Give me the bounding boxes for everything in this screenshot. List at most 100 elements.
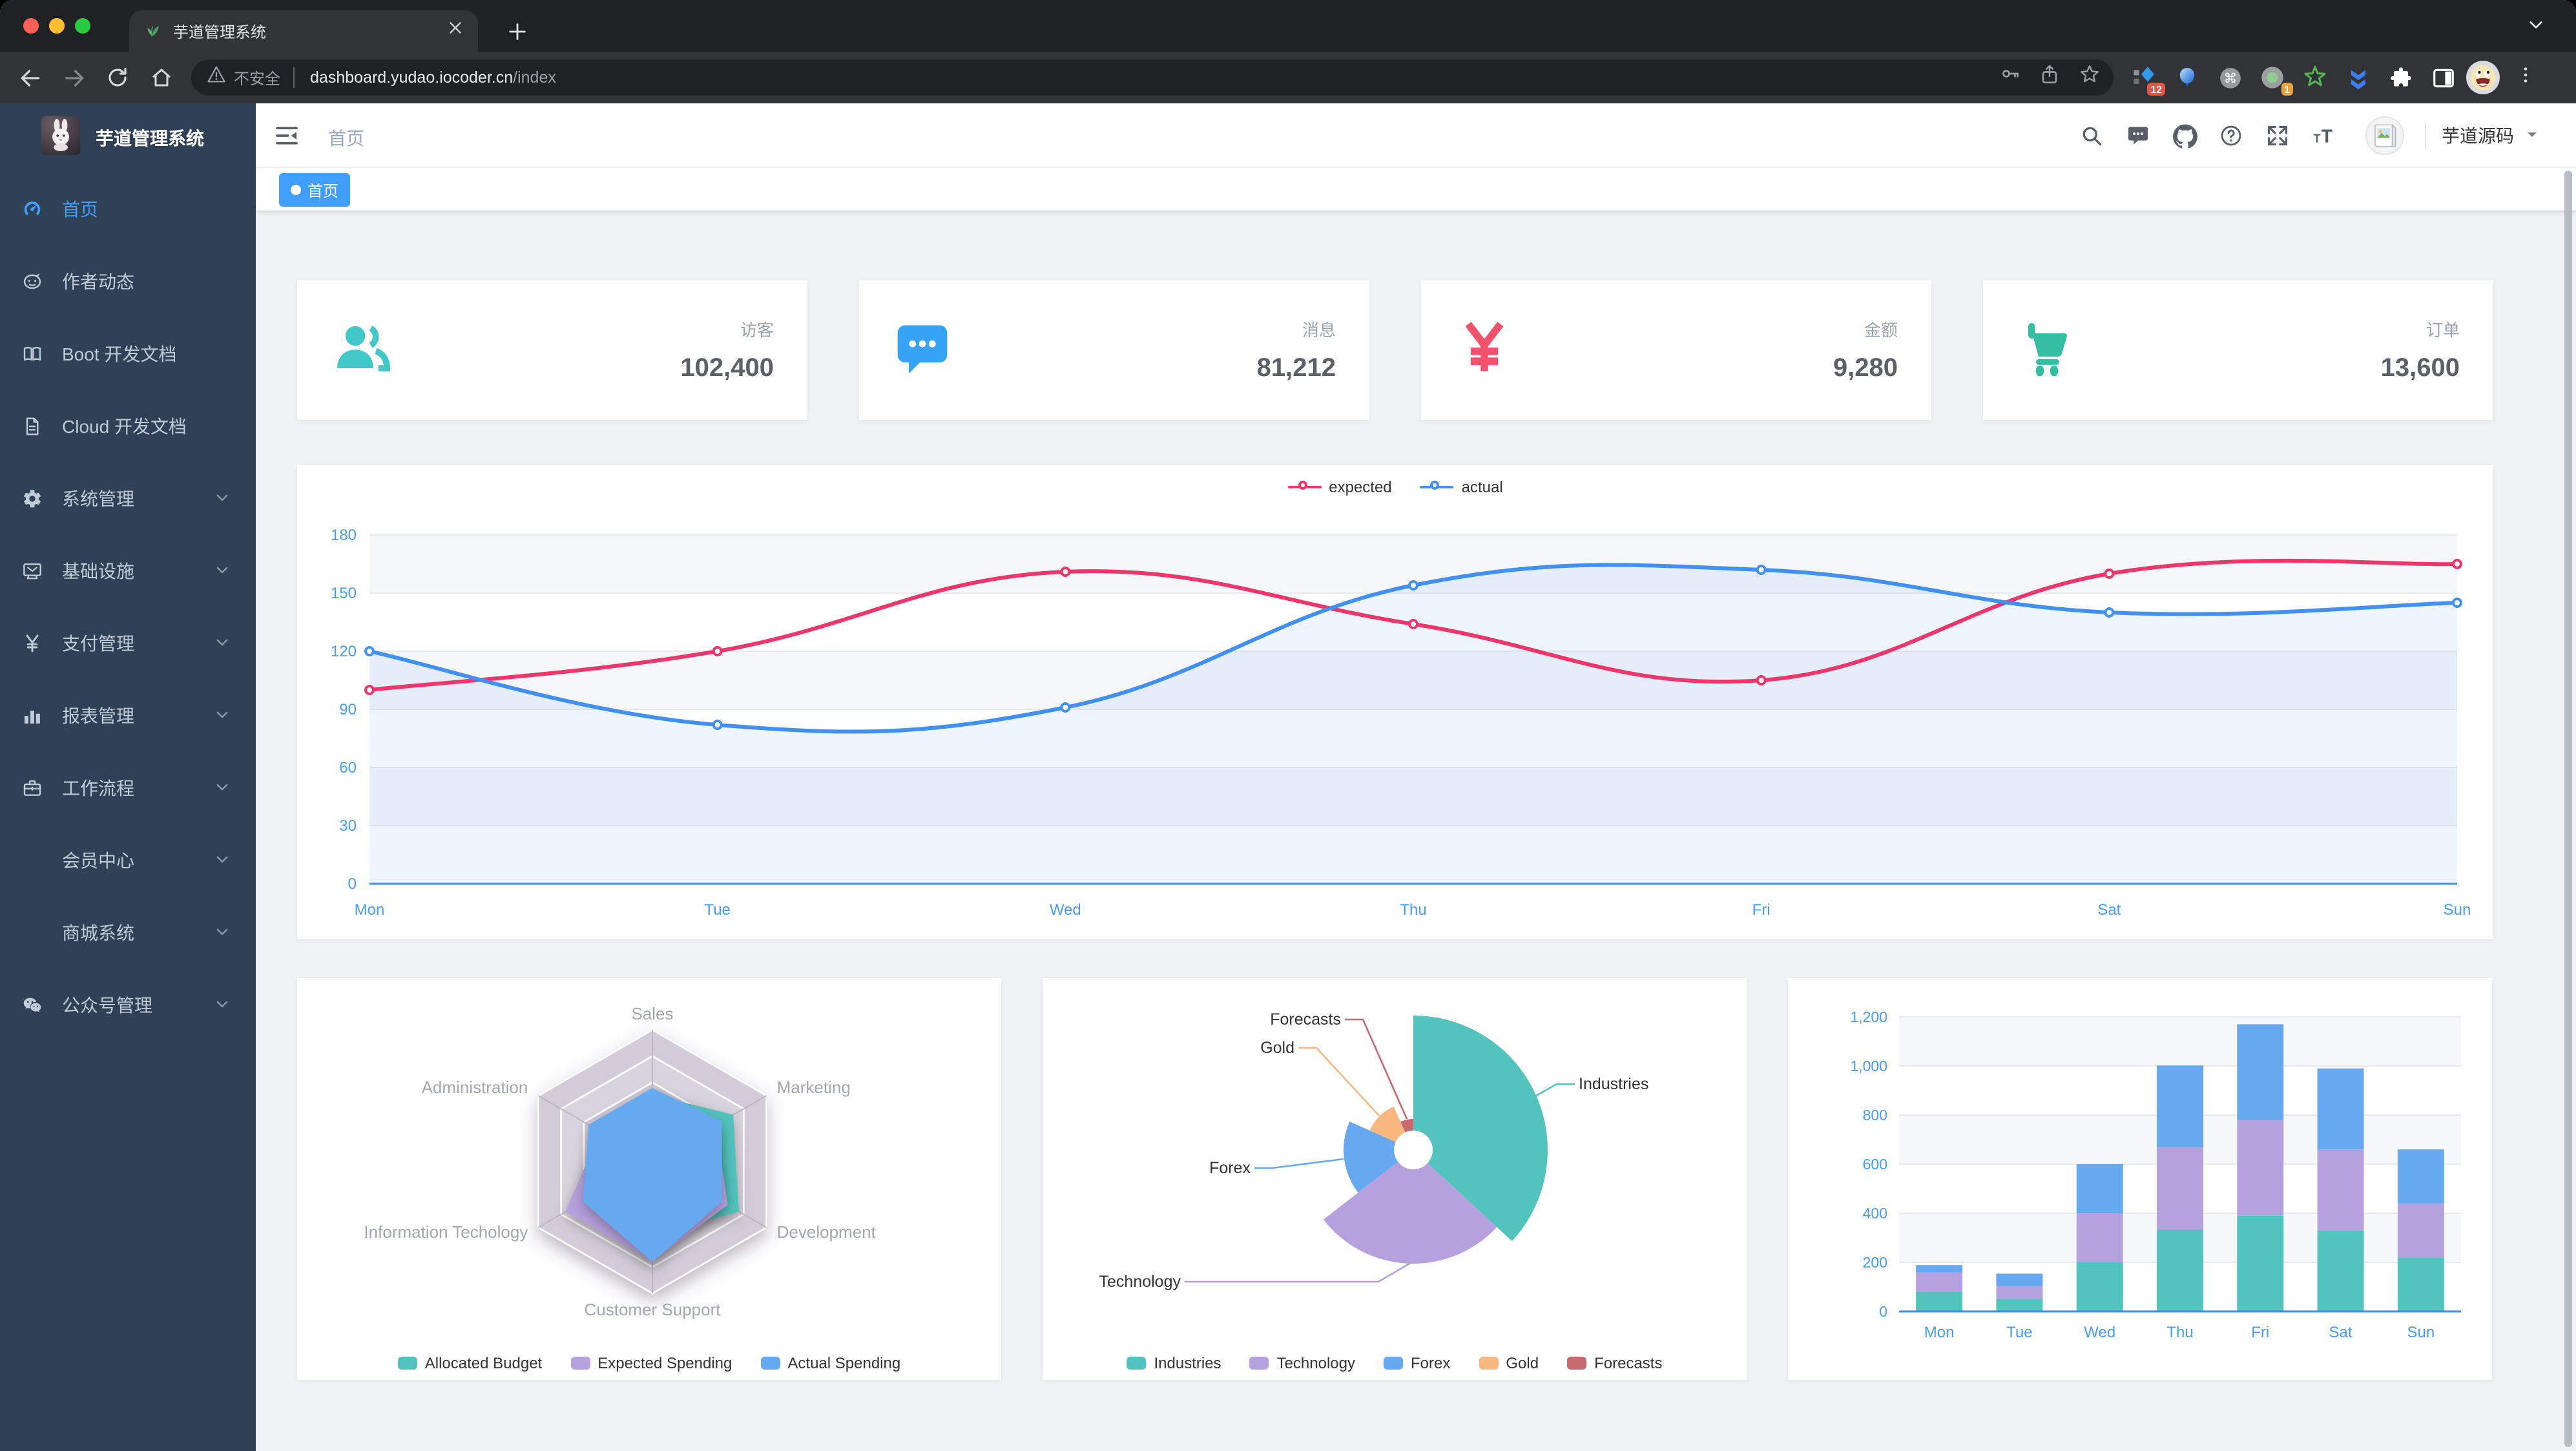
bar-chart: Mon Tue Wed Thu Fri Sat Sun 0 200 400 600 800 1,000 1…: [1809, 999, 2471, 1366]
stat-value: 13,600: [2380, 354, 2460, 382]
share-icon[interactable]: [2039, 63, 2061, 92]
browser-profile-avatar[interactable]: [2466, 61, 2500, 94]
double-chevron-extension-icon[interactable]: [2345, 65, 2371, 90]
page-scrollbar[interactable]: [2564, 171, 2572, 1447]
macos-minimize-button[interactable]: [49, 18, 65, 34]
sidebar-item-6[interactable]: 基础设施: [0, 535, 256, 607]
sidebar-item-7[interactable]: 支付管理: [0, 607, 256, 680]
balloon-extension-icon[interactable]: [2174, 65, 2200, 90]
svg-text:Marketing: Marketing: [777, 1078, 851, 1097]
tab-search-chevron-icon[interactable]: [2527, 16, 2545, 40]
svg-text:180: 180: [331, 527, 357, 544]
user-menu[interactable]: 芋道源码: [2425, 123, 2540, 149]
password-key-icon[interactable]: [2000, 63, 2020, 92]
macos-close-button[interactable]: [23, 18, 39, 34]
github-icon[interactable]: [2172, 123, 2197, 149]
legend-item[interactable]: actual: [1420, 478, 1503, 496]
navbar: 首页 T T 芋道源码: [256, 103, 2576, 168]
home-button[interactable]: [140, 58, 183, 97]
browser-tab-strip: 芋道管理系统: [0, 0, 2576, 52]
document-icon: [22, 416, 43, 437]
svg-text:Thu: Thu: [2166, 1324, 2193, 1341]
blue-diamond-extension-icon[interactable]: 12: [2132, 65, 2165, 96]
command-circle-extension-icon[interactable]: ⌘: [2217, 65, 2243, 90]
address-bar[interactable]: 不安全 dashboard.yudao.iocoder.cn/index: [191, 59, 2114, 96]
reload-button[interactable]: [96, 58, 140, 97]
back-button[interactable]: [8, 58, 52, 97]
stat-card-2[interactable]: 消息 81,212: [859, 280, 1369, 420]
message-icon[interactable]: [2125, 123, 2151, 149]
legend-item[interactable]: Gold: [1479, 1354, 1539, 1372]
user-avatar[interactable]: [2365, 116, 2404, 155]
sidebar-item-9[interactable]: 工作流程: [0, 752, 256, 824]
sidebar-item-label: 基础设施: [62, 561, 134, 581]
tag-home[interactable]: 首页: [279, 173, 351, 207]
line-chart-card: expected actual 0 30 60 90 120 150 180 Mon Tue Wed…: [297, 465, 2493, 939]
sidebar-item-10[interactable]: 会员中心: [0, 824, 256, 897]
sidebar-item-8[interactable]: 报表管理: [0, 680, 256, 752]
sidebar-toggle-icon[interactable]: [274, 123, 300, 155]
sidebar-item-label: Boot 开发文档: [62, 344, 177, 364]
svg-text:30: 30: [339, 817, 357, 835]
legend-item[interactable]: Actual Spending: [760, 1354, 900, 1372]
pie-chart-card: Industries Technology Forex Gold Forecasts I…: [1043, 978, 1747, 1380]
svg-text:200: 200: [1863, 1254, 1887, 1271]
stat-card-3[interactable]: 金额 9,280: [1421, 280, 1931, 420]
chevron-down-icon: [214, 850, 230, 871]
search-icon[interactable]: [2079, 123, 2104, 149]
sidebar-item-3[interactable]: Boot 开发文档: [0, 318, 256, 390]
bar-chart-card: Mon Tue Wed Thu Fri Sat Sun 0 200 400 600 800 1,000 1…: [1788, 978, 2492, 1380]
puzzle-extensions-menu-icon[interactable]: [2387, 65, 2413, 90]
forward-button[interactable]: [52, 58, 96, 97]
tab-close-icon[interactable]: [446, 18, 465, 44]
bookmark-star-icon[interactable]: [2079, 63, 2101, 92]
sidebar-item-label: 系统管理: [62, 488, 134, 509]
legend-label: Actual Spending: [787, 1354, 901, 1372]
question-icon[interactable]: [2218, 123, 2244, 149]
sprout-favicon-icon: [142, 17, 163, 45]
macos-zoom-button[interactable]: [75, 18, 90, 34]
not-secure-warning-icon[interactable]: [207, 65, 226, 90]
briefcase-icon: [22, 778, 43, 799]
legend-item[interactable]: Forecasts: [1567, 1354, 1662, 1372]
sidebar-item-label: 工作流程: [62, 778, 134, 799]
sidebar-item-12[interactable]: 公众号管理: [0, 969, 256, 1041]
svg-text:Mon: Mon: [355, 901, 385, 919]
svg-text:800: 800: [1863, 1107, 1887, 1123]
legend-item[interactable]: expected: [1287, 478, 1392, 496]
stat-card-1[interactable]: 访客 102,400: [297, 280, 807, 420]
sidebar-logo[interactable]: 芋道管理系统: [0, 103, 256, 173]
legend-item[interactable]: Allocated Budget: [397, 1354, 542, 1372]
svg-text:60: 60: [339, 759, 357, 777]
legend-item[interactable]: Forex: [1384, 1354, 1450, 1372]
svg-text:⌘: ⌘: [2223, 70, 2237, 85]
sidebar-item-2[interactable]: 作者动态: [0, 245, 256, 318]
svg-text:1,000: 1,000: [1850, 1058, 1887, 1074]
sidebar-item-11[interactable]: 商城系统: [0, 897, 256, 969]
yen-icon: [22, 633, 43, 654]
breadcrumb[interactable]: 首页: [328, 128, 364, 149]
green-star-extension-icon[interactable]: [2302, 65, 2328, 90]
legend-item[interactable]: Industries: [1127, 1354, 1221, 1372]
legend-item[interactable]: Technology: [1249, 1354, 1355, 1372]
svg-text:600: 600: [1863, 1156, 1887, 1173]
sidebar-item-1[interactable]: 首页: [0, 173, 256, 245]
svg-text:Technology: Technology: [1099, 1273, 1181, 1291]
record-circle-extension-icon[interactable]: 1: [2259, 65, 2293, 96]
stat-card-4[interactable]: 订单 13,600: [1983, 280, 2493, 420]
new-tab-button[interactable]: [499, 13, 535, 49]
svg-text:Industries: Industries: [1579, 1075, 1648, 1093]
svg-text:Fri: Fri: [2251, 1324, 2269, 1341]
browser-menu-icon[interactable]: [2515, 64, 2536, 91]
sidebar-item-4[interactable]: Cloud 开发文档: [0, 390, 256, 463]
browser-tab[interactable]: 芋道管理系统: [129, 10, 478, 52]
stat-label: 订单: [2425, 320, 2460, 340]
pie-chart-legend: Industries Technology Forex Gold Forecasts: [1043, 1354, 1747, 1372]
side-panel-toggle-icon[interactable]: [2430, 65, 2456, 90]
fullscreen-icon[interactable]: [2265, 123, 2290, 149]
chart-icon: [22, 705, 43, 726]
sidebar-item-5[interactable]: 系统管理: [0, 463, 256, 535]
legend-item[interactable]: Expected Spending: [570, 1354, 732, 1372]
stat-label: 金额: [1864, 320, 1898, 340]
